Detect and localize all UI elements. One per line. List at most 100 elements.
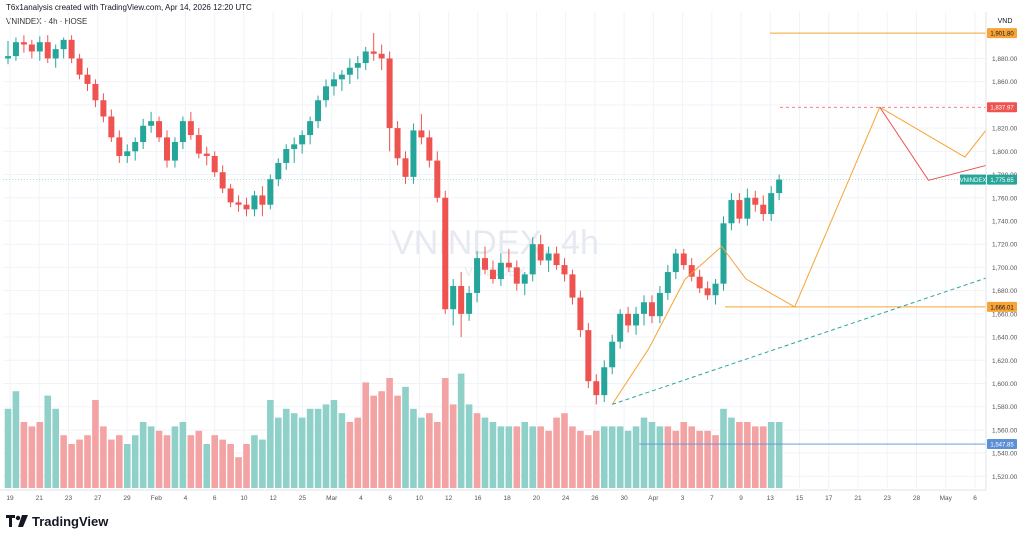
candle-up [497, 262, 504, 280]
volume-bar [36, 422, 44, 488]
y-tick-label: 1,700.00 [992, 265, 1018, 272]
candle-up [275, 162, 282, 180]
volume-bar [275, 417, 282, 488]
volume-bar [744, 422, 751, 488]
price-tag-label: 1,775.65 [990, 178, 1014, 184]
candle-up [179, 121, 186, 143]
projection-path-orange [611, 80, 1024, 405]
volume-bar [211, 435, 218, 488]
volume-bar [759, 426, 767, 488]
x-tick-label: 30 [620, 495, 628, 502]
x-tick-label: 18 [504, 495, 512, 502]
candle-up [323, 86, 329, 101]
volume-bar [131, 435, 139, 488]
symbol-tag-label: VNINDEX [960, 178, 987, 184]
volume-bar [712, 435, 719, 488]
candle-down [68, 39, 75, 59]
volume-bar [108, 439, 115, 488]
y-tick-label: 1,620.00 [992, 358, 1018, 365]
volume-bar [314, 408, 322, 488]
volume-bar [68, 444, 75, 488]
volume-bar [497, 426, 505, 488]
candle-down [760, 204, 767, 215]
x-tick-label: 24 [562, 495, 570, 502]
candle-up [728, 200, 735, 224]
x-tick-label: 12 [270, 495, 278, 502]
volume-bar [577, 430, 584, 488]
candle-down [195, 135, 202, 154]
brand-name: TradingView [32, 513, 109, 529]
candle-up [338, 74, 345, 80]
volume-bar [227, 444, 234, 488]
tradingview-brand[interactable]: TradingView [6, 512, 108, 530]
candle-down [489, 269, 496, 280]
volume-bar [696, 430, 703, 488]
candle-up [410, 130, 417, 177]
candle-up [36, 42, 43, 52]
candle-down [378, 53, 385, 59]
candle-down [259, 195, 266, 205]
volume-bar [720, 408, 727, 488]
volume-bar [767, 422, 775, 488]
price-tag-volume [987, 439, 1017, 450]
candle-down [418, 130, 425, 138]
chart-credit: T6x1analysis created with TradingView.co… [6, 3, 252, 12]
x-tick-label: 7 [710, 495, 714, 502]
y-tick-label: 1,600.00 [992, 381, 1018, 388]
x-tick-label: 21 [854, 495, 862, 502]
x-tick-label: 19 [6, 495, 14, 502]
volume-bar [203, 444, 211, 488]
y-tick-label: 1,640.00 [992, 335, 1018, 342]
candle-down [442, 197, 449, 310]
price-tag-resistance [987, 102, 1017, 113]
volume-bars [4, 373, 783, 488]
candle-down [187, 121, 194, 136]
candle-down [537, 244, 544, 261]
candle-down [736, 200, 743, 219]
candle-down [84, 74, 91, 84]
volume-bar [20, 422, 28, 488]
candle-up [521, 274, 528, 284]
candles [5, 32, 783, 405]
volume-bar [704, 430, 711, 488]
candle-up [267, 179, 274, 205]
candle-up [617, 313, 624, 342]
volume-bar [147, 426, 155, 488]
candle-up [315, 100, 322, 122]
volume-bar [585, 435, 592, 488]
tradingview-logo-icon [6, 515, 28, 527]
volume-bar [728, 417, 735, 488]
volume-bar [155, 430, 163, 488]
volume-bar [100, 426, 107, 488]
volume-bar [52, 408, 59, 488]
volume-bar [322, 404, 330, 488]
candle-down [156, 121, 163, 138]
volume-bar [163, 435, 171, 488]
candle-up [251, 195, 258, 210]
candle-down [370, 51, 377, 54]
price-tag-label: 1,547.85 [990, 443, 1014, 449]
candle-down [505, 262, 512, 268]
x-tick-label: Apr [648, 495, 659, 502]
x-tick-label: Mar [326, 495, 338, 502]
volume-bar [465, 404, 473, 488]
candle-down [625, 313, 632, 326]
volume-bar [402, 386, 409, 488]
x-tick-label: 6 [973, 495, 977, 502]
y-tick-label: 1,740.00 [992, 218, 1018, 225]
y-tick-label: 1,720.00 [992, 242, 1018, 249]
price-tag-label: 1,666.01 [990, 305, 1014, 311]
volume-bar [259, 439, 266, 488]
candle-down [386, 58, 393, 129]
price-tag-label: 1,901.80 [990, 32, 1014, 38]
volume-bar [616, 426, 624, 488]
candle-down [593, 381, 600, 396]
y-tick-label: 1,520.00 [992, 474, 1018, 481]
volume-bar [171, 426, 179, 488]
symbol-tag [960, 174, 986, 185]
candle-up [664, 272, 671, 293]
candle-down [164, 137, 170, 161]
candle-down [44, 42, 51, 59]
